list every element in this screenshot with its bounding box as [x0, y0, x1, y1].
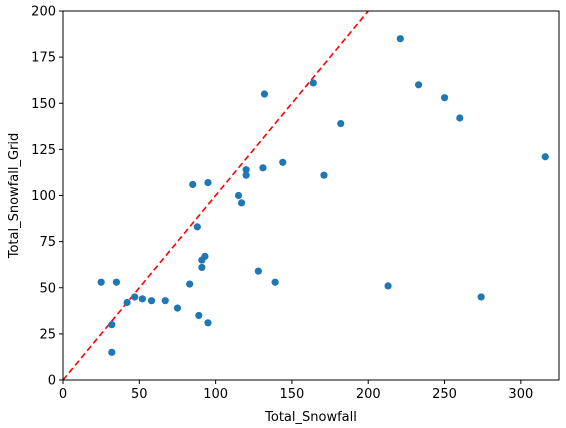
y-tick-label: 200: [31, 5, 56, 20]
data-point: [242, 171, 250, 179]
y-tick-label: 150: [31, 97, 56, 112]
plot-area: [63, 11, 549, 380]
data-point: [242, 166, 250, 174]
data-point: [173, 304, 182, 312]
data-point: [193, 223, 201, 231]
x-tick-label: 50: [131, 387, 148, 402]
data-point: [108, 321, 116, 329]
x-tick-label: 250: [432, 387, 457, 402]
data-point: [123, 298, 131, 307]
data-point: [440, 94, 449, 102]
data-point: [138, 295, 146, 303]
data-point: [198, 263, 206, 272]
data-point: [320, 171, 328, 179]
data-point: [259, 164, 267, 172]
y-axis-label: Total_Snowfall_Grid: [7, 133, 22, 260]
x-tick-label: 150: [280, 387, 305, 402]
x-axis-label: Total_Snowfall: [264, 410, 357, 425]
data-points: [97, 35, 549, 356]
data-point: [477, 293, 485, 301]
data-point: [309, 79, 317, 87]
x-axis-ticks: 0 50 100 150 200 250 300: [59, 380, 533, 402]
x-tick-label: 100: [203, 387, 228, 402]
data-point: [384, 282, 392, 290]
data-point: [147, 297, 156, 305]
y-tick-label: 75: [39, 235, 56, 250]
data-point: [112, 278, 121, 286]
data-point: [279, 158, 287, 166]
x-tick-label: 0: [59, 387, 67, 402]
data-point: [108, 348, 116, 356]
data-point: [234, 191, 243, 200]
y-tick-label: 50: [39, 281, 56, 296]
data-point: [204, 319, 212, 327]
data-point: [204, 178, 212, 187]
reference-line-y-equals-x: [63, 11, 370, 380]
x-tick-label: 300: [508, 387, 533, 402]
y-tick-label: 100: [31, 189, 56, 204]
data-point: [254, 267, 262, 275]
y-tick-label: 175: [31, 51, 56, 66]
data-point: [161, 297, 169, 305]
data-point: [186, 280, 194, 288]
data-point: [97, 278, 105, 286]
data-point: [131, 293, 139, 301]
data-point: [195, 311, 203, 320]
data-point: [189, 180, 197, 189]
data-point: [414, 81, 423, 89]
data-point: [260, 90, 269, 98]
y-tick-label: 25: [39, 327, 56, 342]
data-point: [271, 278, 279, 286]
y-axis-ticks: 0 25 50 75 100 125 150 175 200: [31, 5, 63, 389]
data-point: [337, 119, 345, 128]
data-point: [396, 35, 404, 43]
data-point: [541, 153, 549, 161]
y-tick-label: 0: [48, 374, 56, 389]
data-point: [456, 114, 464, 122]
data-point: [237, 199, 246, 207]
y-tick-label: 125: [31, 143, 56, 158]
data-point: [201, 252, 209, 260]
plot-frame: [62, 10, 560, 381]
x-tick-label: 200: [356, 387, 381, 402]
